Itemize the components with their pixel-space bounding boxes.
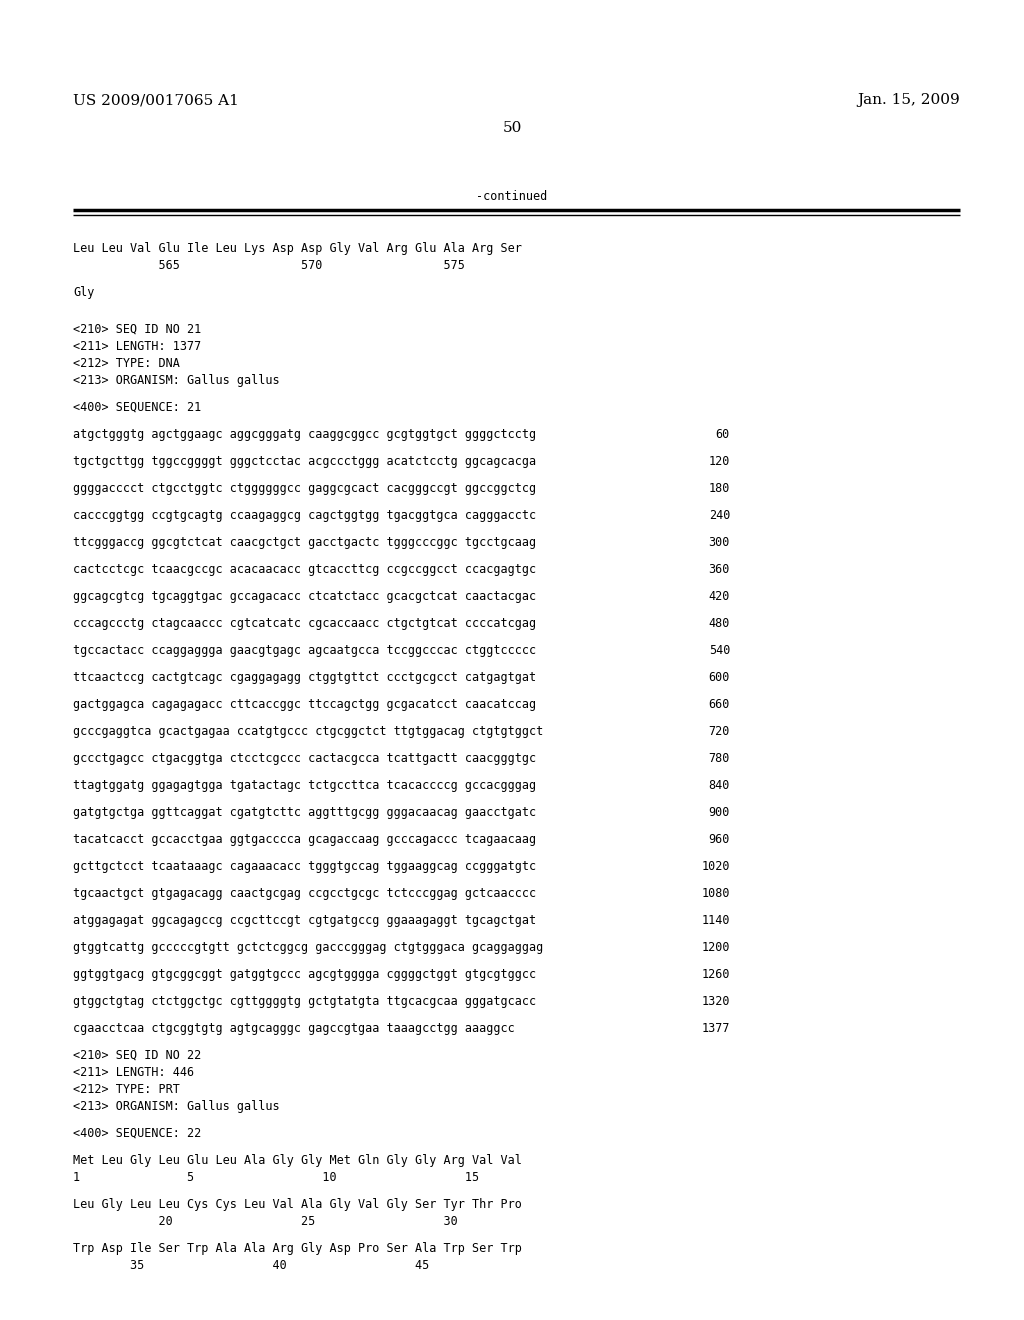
Text: gatgtgctga ggttcaggat cgatgtcttc aggtttgcgg gggacaacag gaacctgatc: gatgtgctga ggttcaggat cgatgtcttc aggtttg… [73,807,537,818]
Text: <400> SEQUENCE: 21: <400> SEQUENCE: 21 [73,401,202,414]
Text: 660: 660 [709,698,730,711]
Text: gtggctgtag ctctggctgc cgttggggtg gctgtatgta ttgcacgcaa gggatgcacc: gtggctgtag ctctggctgc cgttggggtg gctgtat… [73,995,537,1008]
Text: 840: 840 [709,779,730,792]
Text: 1020: 1020 [701,861,730,873]
Text: <211> LENGTH: 1377: <211> LENGTH: 1377 [73,341,202,352]
Text: 565                 570                 575: 565 570 575 [73,259,465,272]
Text: 1320: 1320 [701,995,730,1008]
Text: Leu Gly Leu Leu Cys Cys Leu Val Ala Gly Val Gly Ser Tyr Thr Pro: Leu Gly Leu Leu Cys Cys Leu Val Ala Gly … [73,1199,522,1210]
Text: tgcaactgct gtgagacagg caactgcgag ccgcctgcgc tctcccggag gctcaacccc: tgcaactgct gtgagacagg caactgcgag ccgcctg… [73,887,537,900]
Text: 1260: 1260 [701,968,730,981]
Text: <211> LENGTH: 446: <211> LENGTH: 446 [73,1067,195,1078]
Text: 960: 960 [709,833,730,846]
Text: Gly: Gly [73,286,94,300]
Text: <213> ORGANISM: Gallus gallus: <213> ORGANISM: Gallus gallus [73,374,280,387]
Text: tgccactacc ccaggaggga gaacgtgagc agcaatgcca tccggcccac ctggtccccc: tgccactacc ccaggaggga gaacgtgagc agcaatg… [73,644,537,657]
Text: atggagagat ggcagagccg ccgcttccgt cgtgatgccg ggaaagaggt tgcagctgat: atggagagat ggcagagccg ccgcttccgt cgtgatg… [73,913,537,927]
Text: cccagccctg ctagcaaccc cgtcatcatc cgcaccaacc ctgctgtcat ccccatcgag: cccagccctg ctagcaaccc cgtcatcatc cgcacca… [73,616,537,630]
Text: 240: 240 [709,510,730,521]
Text: Leu Leu Val Glu Ile Leu Lys Asp Asp Gly Val Arg Glu Ala Arg Ser: Leu Leu Val Glu Ile Leu Lys Asp Asp Gly … [73,242,522,255]
Text: cactcctcgc tcaacgccgc acacaacacc gtcaccttcg ccgccggcct ccacgagtgc: cactcctcgc tcaacgccgc acacaacacc gtcacct… [73,564,537,576]
Text: gcccgaggtca gcactgagaa ccatgtgccc ctgcggctct ttgtggacag ctgtgtggct: gcccgaggtca gcactgagaa ccatgtgccc ctgcgg… [73,725,544,738]
Text: 480: 480 [709,616,730,630]
Text: ttagtggatg ggagagtgga tgatactagc tctgccttca tcacaccccg gccacgggag: ttagtggatg ggagagtgga tgatactagc tctgcct… [73,779,537,792]
Text: gccctgagcc ctgacggtga ctcctcgccc cactacgcca tcattgactt caacgggtgc: gccctgagcc ctgacggtga ctcctcgccc cactacg… [73,752,537,766]
Text: ggcagcgtcg tgcaggtgac gccagacacc ctcatctacc gcacgctcat caactacgac: ggcagcgtcg tgcaggtgac gccagacacc ctcatct… [73,590,537,603]
Text: 1140: 1140 [701,913,730,927]
Text: 1377: 1377 [701,1022,730,1035]
Text: 35                  40                  45: 35 40 45 [73,1259,429,1272]
Text: 780: 780 [709,752,730,766]
Text: 900: 900 [709,807,730,818]
Text: -continued: -continued [476,190,548,202]
Text: tgctgcttgg tggccggggt gggctcctac acgccctggg acatctcctg ggcagcacga: tgctgcttgg tggccggggt gggctcctac acgccct… [73,455,537,469]
Text: <210> SEQ ID NO 21: <210> SEQ ID NO 21 [73,323,202,337]
Text: cacccggtgg ccgtgcagtg ccaagaggcg cagctggtgg tgacggtgca cagggacctc: cacccggtgg ccgtgcagtg ccaagaggcg cagctgg… [73,510,537,521]
Text: 50: 50 [503,121,521,135]
Text: 1080: 1080 [701,887,730,900]
Text: 120: 120 [709,455,730,469]
Text: <213> ORGANISM: Gallus gallus: <213> ORGANISM: Gallus gallus [73,1100,280,1113]
Text: 1200: 1200 [701,941,730,954]
Text: 20                  25                  30: 20 25 30 [73,1214,458,1228]
Text: Jan. 15, 2009: Jan. 15, 2009 [857,92,961,107]
Text: tacatcacct gccacctgaa ggtgacccca gcagaccaag gcccagaccc tcagaacaag: tacatcacct gccacctgaa ggtgacccca gcagacc… [73,833,537,846]
Text: 720: 720 [709,725,730,738]
Text: <400> SEQUENCE: 22: <400> SEQUENCE: 22 [73,1127,202,1140]
Text: 600: 600 [709,671,730,684]
Text: 300: 300 [709,536,730,549]
Text: 180: 180 [709,482,730,495]
Text: US 2009/0017065 A1: US 2009/0017065 A1 [73,92,239,107]
Text: <210> SEQ ID NO 22: <210> SEQ ID NO 22 [73,1049,202,1063]
Text: Trp Asp Ile Ser Trp Ala Ala Arg Gly Asp Pro Ser Ala Trp Ser Trp: Trp Asp Ile Ser Trp Ala Ala Arg Gly Asp … [73,1242,522,1255]
Text: ttcgggaccg ggcgtctcat caacgctgct gacctgactc tgggcccggc tgcctgcaag: ttcgggaccg ggcgtctcat caacgctgct gacctga… [73,536,537,549]
Text: Met Leu Gly Leu Glu Leu Ala Gly Gly Met Gln Gly Gly Arg Val Val: Met Leu Gly Leu Glu Leu Ala Gly Gly Met … [73,1154,522,1167]
Text: 1               5                  10                  15: 1 5 10 15 [73,1171,479,1184]
Text: cgaacctcaa ctgcggtgtg agtgcagggc gagccgtgaa taaagcctgg aaaggcc: cgaacctcaa ctgcggtgtg agtgcagggc gagccgt… [73,1022,515,1035]
Text: ttcaactccg cactgtcagc cgaggagagg ctggtgttct ccctgcgcct catgagtgat: ttcaactccg cactgtcagc cgaggagagg ctggtgt… [73,671,537,684]
Text: gactggagca cagagagacc cttcaccggc ttccagctgg gcgacatcct caacatccag: gactggagca cagagagacc cttcaccggc ttccagc… [73,698,537,711]
Text: 60: 60 [716,428,730,441]
Text: atgctgggtg agctggaagc aggcgggatg caaggcggcc gcgtggtgct ggggctcctg: atgctgggtg agctggaagc aggcgggatg caaggcg… [73,428,537,441]
Text: ggtggtgacg gtgcggcggt gatggtgccc agcgtgggga cggggctggt gtgcgtggcc: ggtggtgacg gtgcggcggt gatggtgccc agcgtgg… [73,968,537,981]
Text: 420: 420 [709,590,730,603]
Text: <212> TYPE: DNA: <212> TYPE: DNA [73,356,180,370]
Text: ggggacccct ctgcctggtc ctggggggcc gaggcgcact cacgggccgt ggccggctcg: ggggacccct ctgcctggtc ctggggggcc gaggcgc… [73,482,537,495]
Text: 360: 360 [709,564,730,576]
Text: gcttgctcct tcaataaagc cagaaacacc tgggtgccag tggaaggcag ccgggatgtc: gcttgctcct tcaataaagc cagaaacacc tgggtgc… [73,861,537,873]
Text: <212> TYPE: PRT: <212> TYPE: PRT [73,1082,180,1096]
Text: gtggtcattg gcccccgtgtt gctctcggcg gacccgggag ctgtgggaca gcaggaggag: gtggtcattg gcccccgtgtt gctctcggcg gacccg… [73,941,544,954]
Text: 540: 540 [709,644,730,657]
